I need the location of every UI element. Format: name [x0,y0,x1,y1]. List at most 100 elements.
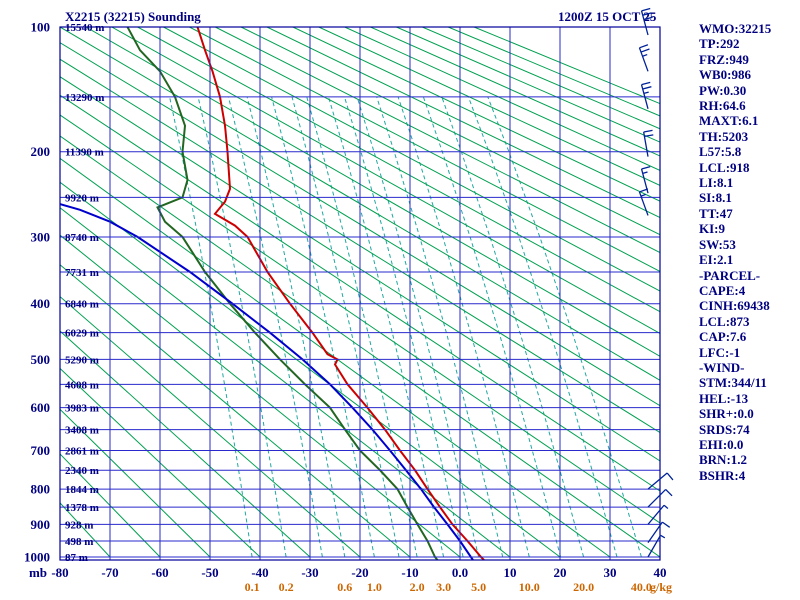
chart-title: X2215 (32215) Sounding [65,9,201,24]
temperature-trace [196,27,485,560]
height-label: 9920 m [65,192,99,204]
temperature-tick-label: 30 [604,565,617,580]
stats-line: LI:8.1 [699,175,734,191]
stats-line: PW:0.30 [699,82,747,98]
temperature-tick-label: -70 [101,565,118,580]
dry-adiabat-line [448,27,660,117]
stats-line: HEL:-13 [699,390,749,406]
dewpoint-trace [126,27,439,560]
temperature-tick-label: -20 [351,565,368,580]
mixing-ratio-label: 0.6 [337,580,352,594]
mixing-ratio-label: 1.0 [367,580,382,594]
stats-line: CINH:69438 [699,298,770,314]
temperature-tick-label: -50 [201,565,218,580]
mixing-ratio-line [422,96,562,558]
wind-barb [647,521,671,543]
height-label: 2340 m [65,465,99,477]
stats-panel: WMO:32215 TP:292 FRZ:949 WB0:986 PW:0.30 RH:6… [699,21,771,483]
temperature-tick-label: 0.0 [452,565,468,580]
mixing-ratio-line [271,96,375,558]
pressure-tick-label: 900 [31,517,51,532]
height-label: 7731 m [65,267,99,279]
temperature-tick-label: 10 [504,565,517,580]
dry-adiabat-line [60,157,611,558]
mixing-ratio-label: 40.0 [631,580,652,594]
height-label: 2861 m [65,445,99,457]
dry-adiabat-line [163,27,660,292]
dry-adiabat-line [137,27,660,313]
dry-adiabat-line [318,27,660,187]
wind-barb [647,488,673,508]
height-label: 6029 m [65,328,99,340]
pressure-tick-label: 100 [31,20,51,35]
stats-line: RH:64.6 [699,98,746,114]
mixing-ratio-label: 10.0 [519,580,540,594]
height-label: 1844 m [65,484,99,496]
height-label: 6840 m [65,299,99,311]
dry-adiabat-line [266,27,660,219]
stats-line: WB0:986 [699,67,751,83]
mixing-ratio-label: 0.1 [245,580,260,594]
stats-line: CAPE:4 [699,282,746,298]
height-label: 8740 m [65,232,99,244]
pressure-tick-label: 600 [31,400,51,415]
temperature-tick-label: -80 [51,565,68,580]
stats-line: L57:5.8 [699,144,742,160]
dry-adiabat-line [60,94,660,492]
dry-adiabat-line [60,408,211,558]
wind-barb [640,7,653,36]
dry-adiabat-line [60,76,660,462]
height-label: 4608 m [65,379,99,391]
height-label: 3983 m [65,403,99,415]
pressure-unit-label: mb [29,565,47,580]
dry-adiabat-line [60,234,461,558]
mixing-unit-label: g/kg [650,580,672,594]
pressure-tick-label: 400 [31,296,51,311]
mixing-ratio-label: 0.2 [279,580,294,594]
height-label: 1378 m [65,502,99,514]
height-label: 11390 m [65,147,104,159]
temperature-tick-label: -30 [301,565,318,580]
wind-barb [638,44,650,72]
dry-adiabat-line [60,295,361,558]
mixing-ratio-line [344,96,464,558]
wind-barb [640,81,652,109]
mixing-ratio-label: 3.0 [436,580,451,594]
dry-adiabat-line [60,42,660,407]
dry-adiabat-line [344,27,660,171]
dry-adiabat-line [60,264,411,558]
mixing-ratio-label: 5.0 [471,580,486,594]
dry-adiabat-line [60,330,311,558]
pressure-tick-label: 1000 [24,550,50,565]
wind-barb [643,129,654,157]
mixing-ratio-label: 2.0 [410,580,425,594]
stats-line: STM:344/11 [699,375,767,391]
dry-adiabat-line [370,27,660,157]
temperature-tick-label: 20 [554,565,567,580]
parcel-trace [60,203,474,560]
pressure-tick-label: 800 [31,482,51,497]
height-label: 13290 m [65,92,104,104]
temperature-tick-label: 40 [654,565,667,580]
mixing-ratio-line [306,96,418,558]
stats-line: LCL:918 [699,159,750,175]
wind-barb [647,504,669,525]
dry-adiabat-line [60,181,561,558]
dry-adiabat-line [240,27,660,236]
height-label: 5290 m [65,354,99,366]
stats-line: BRN:1.2 [699,452,748,468]
stats-line: FRZ:949 [699,51,749,67]
stats-line: LCL:873 [699,313,750,329]
mixing-ratio-line [197,96,287,558]
height-label: 87 m [65,552,88,564]
height-label: 498 m [65,536,93,548]
pressure-tick-label: 300 [31,229,51,244]
chart-datetime: 1200Z 15 OCT 25 [558,9,657,24]
wind-barb [638,188,649,216]
dry-adiabat-line [85,27,660,357]
stats-line: TT:47 [699,205,733,221]
pressure-tick-label: 200 [31,144,51,159]
mixing-ratio-line [169,96,253,558]
dry-adiabat-line [396,27,660,143]
